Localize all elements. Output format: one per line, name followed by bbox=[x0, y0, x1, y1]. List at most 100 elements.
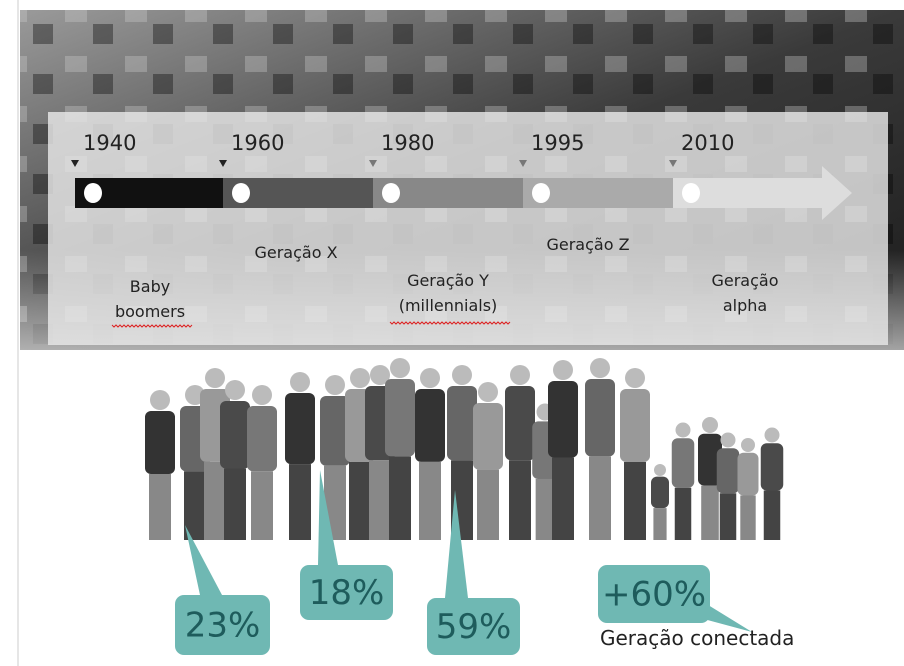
person-body bbox=[651, 476, 669, 509]
person-body bbox=[505, 386, 535, 461]
generation-label: Geração Y (millennials) bbox=[399, 271, 498, 315]
person-legs bbox=[701, 485, 719, 540]
person-legs bbox=[589, 456, 611, 540]
person-legs bbox=[535, 478, 555, 540]
year-label: 1980 bbox=[381, 131, 434, 155]
callout-text: 59% bbox=[436, 607, 512, 647]
timeline-dot bbox=[532, 183, 550, 203]
person-legs bbox=[509, 460, 531, 540]
callout-text: 18% bbox=[309, 573, 385, 613]
person-legs bbox=[419, 461, 441, 540]
person-head bbox=[325, 375, 345, 395]
person-legs bbox=[653, 508, 667, 540]
timeline-panel bbox=[48, 112, 888, 345]
callout-pointer bbox=[185, 525, 222, 595]
generation-label: Geração alpha bbox=[711, 271, 778, 315]
timeline-dot bbox=[84, 183, 102, 203]
callouts: 23% 18% 59% +60% bbox=[175, 470, 752, 655]
person-body bbox=[737, 452, 759, 496]
person-body bbox=[585, 379, 615, 457]
person-head bbox=[252, 385, 272, 405]
person-head bbox=[764, 427, 780, 443]
person-legs bbox=[624, 461, 646, 540]
timeline-dot bbox=[232, 183, 250, 203]
person-legs bbox=[289, 464, 311, 540]
person-legs bbox=[251, 471, 273, 540]
person-body bbox=[698, 433, 722, 486]
spellcheck-underline bbox=[111, 324, 193, 328]
person-head bbox=[452, 365, 472, 385]
spellcheck-underline bbox=[389, 321, 511, 325]
timeline-dot bbox=[682, 183, 700, 203]
person-head bbox=[654, 464, 666, 476]
person-legs bbox=[719, 493, 737, 540]
timeline-arrow bbox=[822, 166, 852, 220]
person-legs bbox=[389, 456, 411, 540]
person-head bbox=[370, 365, 390, 385]
person-legs bbox=[224, 468, 246, 540]
person-body bbox=[447, 386, 477, 461]
year-label: 1960 bbox=[231, 131, 284, 155]
person-head bbox=[702, 417, 718, 433]
person-body bbox=[760, 443, 784, 491]
person-body bbox=[220, 401, 250, 469]
timeline-dot bbox=[382, 183, 400, 203]
callout-box bbox=[300, 565, 393, 620]
generation-label: Baby boomers bbox=[115, 277, 185, 321]
caption: Geração conectada bbox=[600, 626, 794, 650]
person-body bbox=[671, 438, 695, 488]
person-legs bbox=[349, 461, 371, 540]
callout-box bbox=[175, 595, 270, 655]
person-head bbox=[290, 372, 310, 392]
person-body bbox=[247, 406, 277, 472]
year-marker bbox=[519, 160, 527, 167]
year-marker bbox=[219, 160, 227, 167]
person-head bbox=[150, 390, 170, 410]
person-body bbox=[415, 389, 445, 462]
person-head bbox=[741, 438, 755, 452]
person-legs bbox=[184, 471, 206, 540]
person-body bbox=[320, 396, 350, 466]
person-body bbox=[620, 389, 650, 462]
callout-box bbox=[427, 598, 520, 655]
person-legs bbox=[674, 487, 692, 540]
person-legs bbox=[740, 495, 756, 540]
person-legs bbox=[204, 461, 226, 540]
person-body bbox=[548, 381, 578, 458]
people-photo bbox=[145, 358, 784, 540]
person-head bbox=[553, 360, 573, 380]
person-legs bbox=[369, 460, 391, 540]
callout-box bbox=[598, 565, 710, 623]
callout-pointer bbox=[445, 490, 468, 598]
person-head bbox=[350, 368, 370, 388]
timeline: 1940 Baby boomers 1960 Geração X 1980 Geração … bbox=[71, 131, 852, 328]
callout-pointer bbox=[318, 470, 338, 565]
person-head bbox=[590, 358, 610, 378]
person-body bbox=[716, 448, 740, 494]
person-legs bbox=[477, 469, 499, 540]
person-head bbox=[720, 432, 736, 448]
callout-text: 23% bbox=[185, 606, 261, 646]
person-head bbox=[420, 368, 440, 388]
person-legs bbox=[552, 457, 574, 540]
person-head bbox=[225, 380, 245, 400]
person-head bbox=[205, 368, 225, 388]
person-head bbox=[390, 358, 410, 378]
person-head bbox=[510, 365, 530, 385]
generation-label: Geração X bbox=[254, 243, 337, 262]
person-head bbox=[675, 422, 691, 438]
callout-text: +60% bbox=[602, 575, 706, 615]
person-legs bbox=[763, 490, 781, 540]
person-body bbox=[145, 411, 175, 474]
year-marker bbox=[369, 160, 377, 167]
year-label: 2010 bbox=[681, 131, 734, 155]
callout-pointer bbox=[700, 600, 752, 632]
year-label: 1995 bbox=[531, 131, 584, 155]
year-marker bbox=[71, 160, 79, 167]
person-head bbox=[478, 382, 498, 402]
person-body bbox=[473, 403, 503, 470]
person-body bbox=[385, 379, 415, 457]
person-legs bbox=[149, 474, 171, 540]
year-label: 1940 bbox=[83, 131, 136, 155]
